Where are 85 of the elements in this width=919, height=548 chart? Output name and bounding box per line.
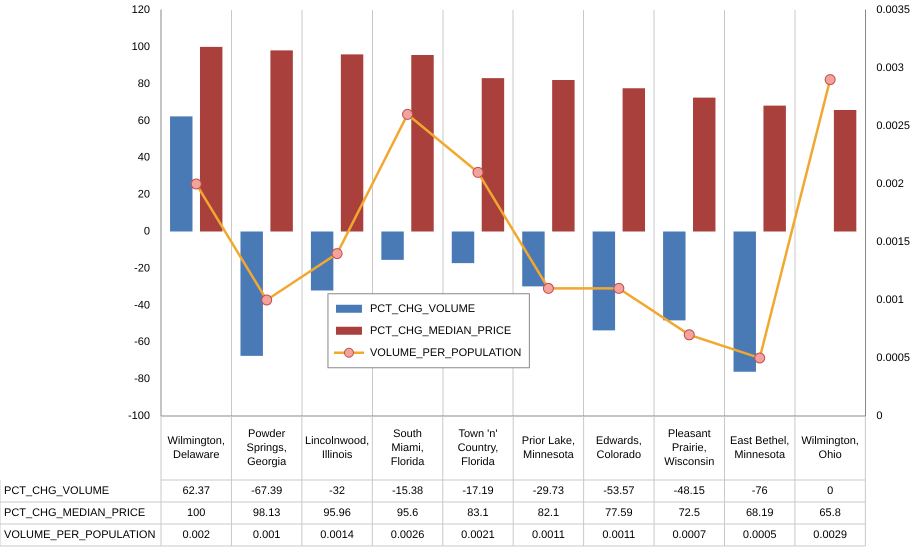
bar — [693, 98, 716, 232]
data-label: 0.0026 — [390, 529, 424, 542]
y-tick-label: -20 — [134, 262, 150, 274]
y-tick-label: 100 — [132, 40, 150, 53]
y2-tick-label: 0.0005 — [876, 352, 910, 364]
data-label: 65.8 — [819, 507, 841, 520]
bar — [482, 78, 504, 232]
bar — [592, 231, 616, 330]
x-tick-label: Pleasant Prairie, Wisconsin — [664, 428, 714, 468]
y2-tick-label: 0.001 — [876, 294, 904, 306]
bar — [622, 88, 646, 232]
data-label: 0.0021 — [461, 529, 495, 542]
data-label: 0.0029 — [813, 529, 847, 542]
data-label: 68.19 — [746, 507, 774, 520]
data-label: 83.1 — [467, 507, 489, 520]
y-tick-label: 80 — [138, 78, 150, 90]
data-label: 95.96 — [323, 507, 351, 520]
data-label: -32 — [329, 485, 346, 498]
y2-tick-label: 0.003 — [876, 62, 904, 74]
bar — [552, 80, 575, 232]
text: PCT_CHG_VOLUME — [4, 485, 110, 498]
y-tick-label: -60 — [134, 336, 150, 348]
text: PCT_CHG_MEDIAN_PRICE — [4, 507, 146, 520]
data-label: 0.001 — [252, 529, 280, 542]
x-tick-label: Lincolnwood, Illinois — [304, 435, 370, 462]
data-label: 0.0011 — [602, 529, 636, 542]
y2-tick-label: 0 — [876, 410, 882, 422]
x-tick-label: Wilmington, Delaware — [168, 435, 225, 462]
y-tick-label: -100 — [128, 410, 150, 422]
data-label: 0.0011 — [532, 529, 565, 542]
bar — [411, 55, 434, 232]
data-label: 0.0005 — [742, 529, 777, 542]
data-label: 0.0007 — [672, 529, 706, 542]
y-tick-label: 60 — [138, 114, 150, 127]
data-label: 0.0014 — [320, 529, 354, 542]
data-label: 95.6 — [396, 507, 418, 520]
x-tick-label: Edwards, Colorado — [596, 435, 642, 462]
data-label: 82.1 — [538, 507, 560, 520]
data-label: -29.73 — [532, 485, 564, 498]
data-label: 0 — [827, 485, 834, 498]
bar — [240, 231, 263, 356]
legend-label: PCT_CHG_VOLUME — [370, 302, 476, 315]
bar — [522, 231, 545, 286]
y-tick-label: 0 — [144, 225, 150, 238]
x-tick-label: Powder Springs, Georgia — [246, 428, 288, 468]
y2-tick-label: 0.002 — [876, 178, 904, 190]
legend-label: VOLUME_PER_POPULATION — [370, 346, 522, 359]
bar — [763, 106, 786, 232]
data-label: -76 — [752, 485, 768, 498]
x-tick-label: South Miami, Florida — [390, 428, 426, 468]
y-tick-label: -40 — [134, 299, 150, 312]
data-label: 98.13 — [252, 507, 280, 520]
data-label: 100 — [187, 507, 206, 520]
y2-tick-label: 0.0035 — [876, 4, 910, 16]
x-tick-label: Wilmington, Ohio — [801, 435, 859, 462]
data-label: 62.37 — [182, 485, 210, 498]
bar — [834, 110, 856, 232]
y-tick-label: 20 — [138, 188, 150, 201]
data-label: 0.002 — [182, 529, 210, 542]
x-tick-label: East Bethel, Minnesota — [730, 435, 790, 462]
bar — [734, 231, 756, 372]
data-label: 77.59 — [605, 507, 633, 520]
bar — [200, 46, 222, 232]
y-tick-label: -80 — [134, 373, 150, 386]
y2-tick-label: 0.0025 — [876, 120, 910, 132]
y-tick-label: 40 — [138, 152, 150, 164]
y-tick-label: 120 — [132, 4, 150, 16]
bar — [310, 231, 334, 291]
text: VOLUME_PER_POPULATION — [4, 529, 156, 542]
data-label: -67.39 — [251, 485, 282, 498]
bar — [170, 116, 192, 232]
legend-label: PCT_CHG_MEDIAN_PRICE — [370, 324, 512, 337]
y2-tick-label: 0.0015 — [876, 236, 910, 248]
bar — [452, 231, 474, 264]
data-label: -17.19 — [462, 485, 494, 498]
data-label: -53.57 — [603, 485, 634, 498]
data-label: 72.5 — [678, 507, 700, 520]
data-label: -48.15 — [674, 485, 705, 498]
bar — [270, 50, 293, 232]
x-tick-label: Town 'n' Country, Florida — [458, 428, 498, 468]
x-tick-label: Prior Lake, Minnesota — [522, 435, 576, 462]
bar — [381, 231, 404, 260]
bar — [340, 54, 364, 232]
data-label: -15.38 — [392, 485, 424, 498]
bar — [663, 231, 686, 320]
